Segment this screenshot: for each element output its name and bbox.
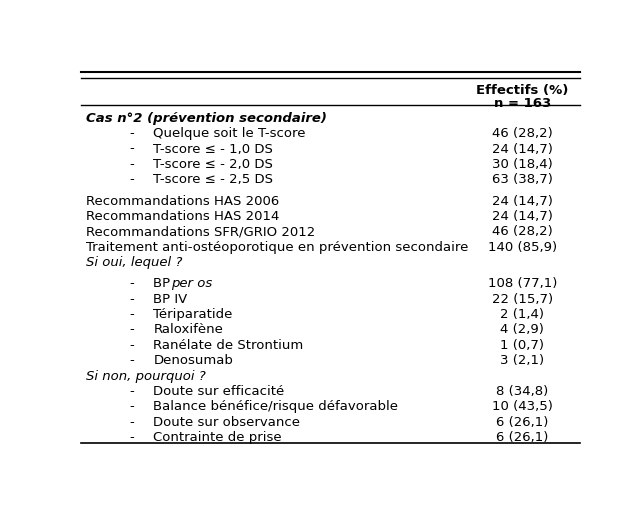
Text: -: - (129, 431, 134, 444)
Text: -: - (129, 127, 134, 140)
Text: BP: BP (153, 277, 175, 290)
Text: 8 (34,8): 8 (34,8) (496, 385, 548, 398)
Text: -: - (129, 158, 134, 171)
Text: Recommandations HAS 2014: Recommandations HAS 2014 (86, 210, 280, 223)
Text: -: - (129, 308, 134, 321)
Text: 63 (38,7): 63 (38,7) (492, 173, 553, 186)
Text: 24 (14,7): 24 (14,7) (492, 195, 553, 208)
Text: 10 (43,5): 10 (43,5) (492, 400, 553, 413)
Text: -: - (129, 323, 134, 337)
Text: 1 (0,7): 1 (0,7) (500, 339, 544, 352)
Text: 24 (14,7): 24 (14,7) (492, 143, 553, 156)
Text: Cas n°2 (prévention secondaire): Cas n°2 (prévention secondaire) (86, 112, 327, 125)
Text: Si oui, lequel ?: Si oui, lequel ? (86, 256, 183, 269)
Text: n = 163: n = 163 (493, 97, 551, 110)
Text: -: - (129, 292, 134, 306)
Text: T-score ≤ - 2,0 DS: T-score ≤ - 2,0 DS (153, 158, 273, 171)
Text: 2 (1,4): 2 (1,4) (500, 308, 544, 321)
Text: 6 (26,1): 6 (26,1) (496, 431, 549, 444)
Text: Recommandations HAS 2006: Recommandations HAS 2006 (86, 195, 279, 208)
Text: Quelque soit le T-score: Quelque soit le T-score (153, 127, 306, 140)
Text: Doute sur efficacité: Doute sur efficacité (153, 385, 285, 398)
Text: 6 (26,1): 6 (26,1) (496, 416, 549, 429)
Text: 22 (15,7): 22 (15,7) (491, 292, 553, 306)
Text: -: - (129, 339, 134, 352)
Text: -: - (129, 143, 134, 156)
Text: -: - (129, 355, 134, 367)
Text: T-score ≤ - 2,5 DS: T-score ≤ - 2,5 DS (153, 173, 273, 186)
Text: 30 (18,4): 30 (18,4) (492, 158, 553, 171)
Text: -: - (129, 400, 134, 413)
Text: Si non, pourquoi ?: Si non, pourquoi ? (86, 370, 206, 383)
Text: Raloxifène: Raloxifène (153, 323, 223, 337)
Text: Denosumab: Denosumab (153, 355, 233, 367)
Text: Effectifs (%): Effectifs (%) (476, 84, 569, 97)
Text: 24 (14,7): 24 (14,7) (492, 210, 553, 223)
Text: Tériparatide: Tériparatide (153, 308, 232, 321)
Text: 4 (2,9): 4 (2,9) (500, 323, 544, 337)
Text: per os: per os (171, 277, 213, 290)
Text: -: - (129, 277, 134, 290)
Text: Balance bénéfice/risque défavorable: Balance bénéfice/risque défavorable (153, 400, 399, 413)
Text: 108 (77,1): 108 (77,1) (488, 277, 557, 290)
Text: Doute sur observance: Doute sur observance (153, 416, 300, 429)
Text: Recommandations SFR/GRIO 2012: Recommandations SFR/GRIO 2012 (86, 225, 316, 238)
Text: Contrainte de prise: Contrainte de prise (153, 431, 282, 444)
Text: BP IV: BP IV (153, 292, 187, 306)
Text: Ranélate de Strontium: Ranélate de Strontium (153, 339, 303, 352)
Text: 3 (2,1): 3 (2,1) (500, 355, 544, 367)
Text: 46 (28,2): 46 (28,2) (492, 127, 553, 140)
Text: Traitement anti-ostéoporotique en prévention secondaire: Traitement anti-ostéoporotique en préven… (86, 241, 469, 254)
Text: T-score ≤ - 1,0 DS: T-score ≤ - 1,0 DS (153, 143, 273, 156)
Text: 46 (28,2): 46 (28,2) (492, 225, 553, 238)
Text: -: - (129, 416, 134, 429)
Text: -: - (129, 385, 134, 398)
Text: 140 (85,9): 140 (85,9) (488, 241, 557, 254)
Text: -: - (129, 173, 134, 186)
